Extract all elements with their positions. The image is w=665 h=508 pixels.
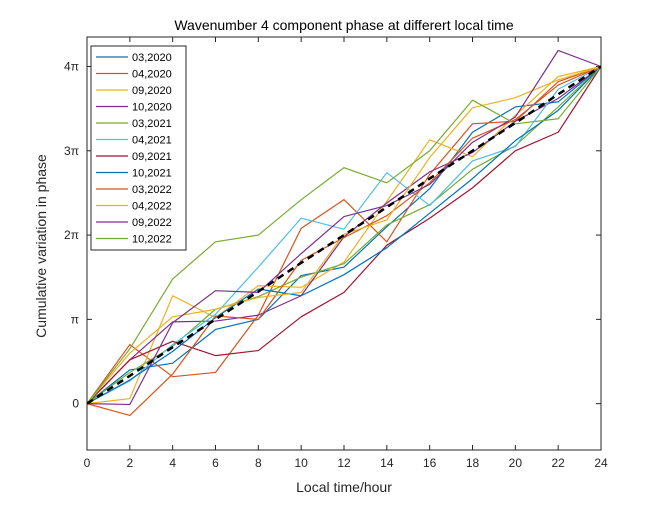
x-tick-label: 0 [84,456,91,470]
legend-label: 09,2022 [132,217,172,229]
legend-label: 03,2022 [132,184,172,196]
x-tick-label: 6 [212,456,219,470]
legend-box [90,45,187,251]
legend: 03,2020 04,2020 09,2020 10,2020 03,2021 04,20… [90,45,187,251]
legend-label: 04,2022 [132,201,172,213]
series-line-6 [86,65,602,405]
x-axis-label: Local time/hour [296,479,392,495]
legend-label: 03,2020 [132,52,172,64]
chart-title: Wavenumber 4 component phase at differer… [174,17,514,33]
x-tick-label: 14 [380,456,394,470]
y-tick-label: 4π [64,60,79,74]
series-line-7 [86,66,602,405]
legend-label: 10,2022 [132,234,172,246]
y-tick-label: π [71,312,79,326]
x-tick-label: 12 [337,456,351,470]
legend-label: 09,2020 [132,85,172,97]
legend-label: 10,2020 [132,102,172,114]
x-tick-label: 16 [423,456,437,470]
y-tick-label: 0 [72,397,79,411]
x-tick-label: 8 [255,456,262,470]
series-line-11 [86,49,602,406]
legend-label: 04,2020 [132,69,172,81]
x-tick-label: 24 [594,456,608,470]
series-line-9 [86,65,602,417]
x-tick-label: 22 [551,456,565,470]
series-line-12 [86,66,602,405]
x-tick-label: 4 [169,456,176,470]
y-axis-label: Cumulative variation in phase [33,154,49,338]
x-tick-label: 18 [466,456,480,470]
series-line-8 [86,66,602,405]
legend-label: 10,2021 [132,168,172,180]
series-line-3 [86,65,602,405]
legend-label: 03,2021 [132,118,172,130]
legend-label: 09,2021 [132,151,172,163]
x-tick-label: 20 [509,456,523,470]
legend-label: 04,2021 [132,135,172,147]
series-line-dashed [86,65,602,405]
series-line-4 [86,66,602,405]
series-line-1 [86,66,602,405]
y-tick-label: 2π [64,228,79,242]
x-tick-label: 2 [126,456,133,470]
y-tick-label: 3π [64,144,79,158]
x-tick-label: 10 [294,456,308,470]
series-line-10 [86,65,602,405]
